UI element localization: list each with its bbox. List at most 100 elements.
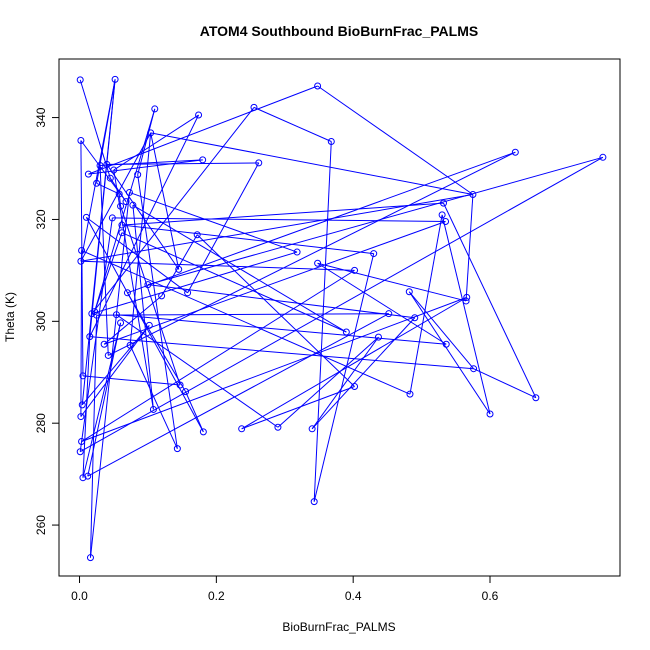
data-point (122, 198, 130, 206)
data-point (438, 211, 446, 219)
y-tick-label: 300 (34, 311, 48, 331)
series-segment (88, 159, 203, 175)
series-segment (85, 217, 204, 433)
series-segment (121, 232, 347, 333)
x-axis-label: BioBurnFrac_PALMS (282, 620, 395, 634)
data-point (118, 221, 126, 229)
series-segment (241, 296, 468, 430)
series-segment (137, 174, 178, 449)
data-point (193, 231, 201, 239)
data-point (111, 75, 119, 83)
data-point (370, 250, 378, 258)
series-segment (121, 202, 444, 226)
x-axis: 0.0 0.2 0.4 0.6 (71, 575, 499, 603)
series-segment (87, 313, 389, 477)
data-point (406, 390, 414, 398)
series-segment (185, 391, 204, 433)
data-point (310, 498, 318, 506)
data-point (274, 423, 282, 431)
data-point (78, 438, 86, 446)
data-point (327, 138, 335, 146)
series-segment (80, 132, 152, 262)
data-point (511, 148, 519, 156)
data-point (123, 289, 131, 297)
chart-title: ATOM4 Southbound BioBurnFrac_PALMS (200, 23, 478, 39)
y-axis: 260 280 300 320 340 (34, 107, 60, 535)
series-segment (187, 162, 260, 294)
series-segment (81, 250, 411, 395)
data-point (115, 190, 123, 198)
data-point (84, 170, 92, 178)
data-point (106, 174, 114, 182)
data-point (463, 293, 471, 301)
data-point (462, 297, 470, 305)
series-segment (81, 325, 150, 406)
data-point (175, 265, 183, 273)
y-axis-label: Theta (K) (3, 292, 17, 342)
data-point (93, 179, 101, 187)
y-tick-label: 280 (34, 413, 48, 433)
data-point (149, 405, 157, 413)
series-segment (113, 169, 154, 410)
series-points (76, 75, 607, 562)
data-point (110, 166, 118, 174)
series-segment (80, 79, 116, 262)
data-point (79, 372, 87, 380)
data-point (255, 159, 263, 167)
series-segment (81, 269, 355, 442)
data-point (308, 425, 316, 433)
data-point (78, 247, 86, 255)
data-point (199, 156, 207, 164)
data-point (104, 351, 112, 359)
data-point (96, 161, 104, 169)
data-point (79, 474, 87, 482)
series-segment (465, 194, 474, 301)
series-segment (311, 317, 416, 430)
series-segment (80, 193, 473, 262)
data-point (470, 365, 478, 373)
data-point (86, 554, 94, 562)
series-segment (89, 336, 474, 370)
data-point (351, 383, 359, 391)
data-point (129, 201, 137, 209)
x-tick-label: 0.2 (208, 589, 225, 603)
series-segment (89, 114, 200, 337)
series-segment (161, 234, 198, 297)
series-segment (91, 107, 255, 314)
data-point (405, 288, 413, 296)
data-point (100, 340, 108, 348)
data-point (250, 103, 258, 111)
series-segment (118, 193, 122, 207)
series-segment (121, 224, 374, 255)
data-point (76, 448, 84, 456)
series-segment (196, 234, 355, 387)
series-segment (277, 336, 379, 428)
series-segment (80, 250, 83, 417)
data-point (118, 229, 126, 237)
series-segment (132, 204, 347, 333)
series-segment (82, 322, 122, 478)
series-segment (313, 253, 375, 502)
series-segment (91, 251, 298, 315)
data-point (151, 105, 159, 113)
series-segment (94, 232, 123, 312)
data-point (103, 160, 111, 168)
data-point (439, 199, 447, 207)
data-point (77, 413, 85, 421)
series-segment (96, 182, 120, 195)
series-segment (103, 221, 446, 345)
x-tick-label: 0.6 (482, 589, 499, 603)
data-point (77, 257, 85, 265)
data-point (134, 171, 142, 179)
series-segment (80, 260, 355, 271)
series-segment (147, 284, 415, 319)
series-segment (89, 79, 116, 337)
series-segment (87, 322, 122, 477)
data-point (91, 308, 99, 316)
series-segment (150, 132, 180, 270)
data-point (77, 136, 85, 144)
series-segment (147, 156, 604, 286)
data-point (385, 310, 393, 318)
series-segment (408, 291, 474, 370)
